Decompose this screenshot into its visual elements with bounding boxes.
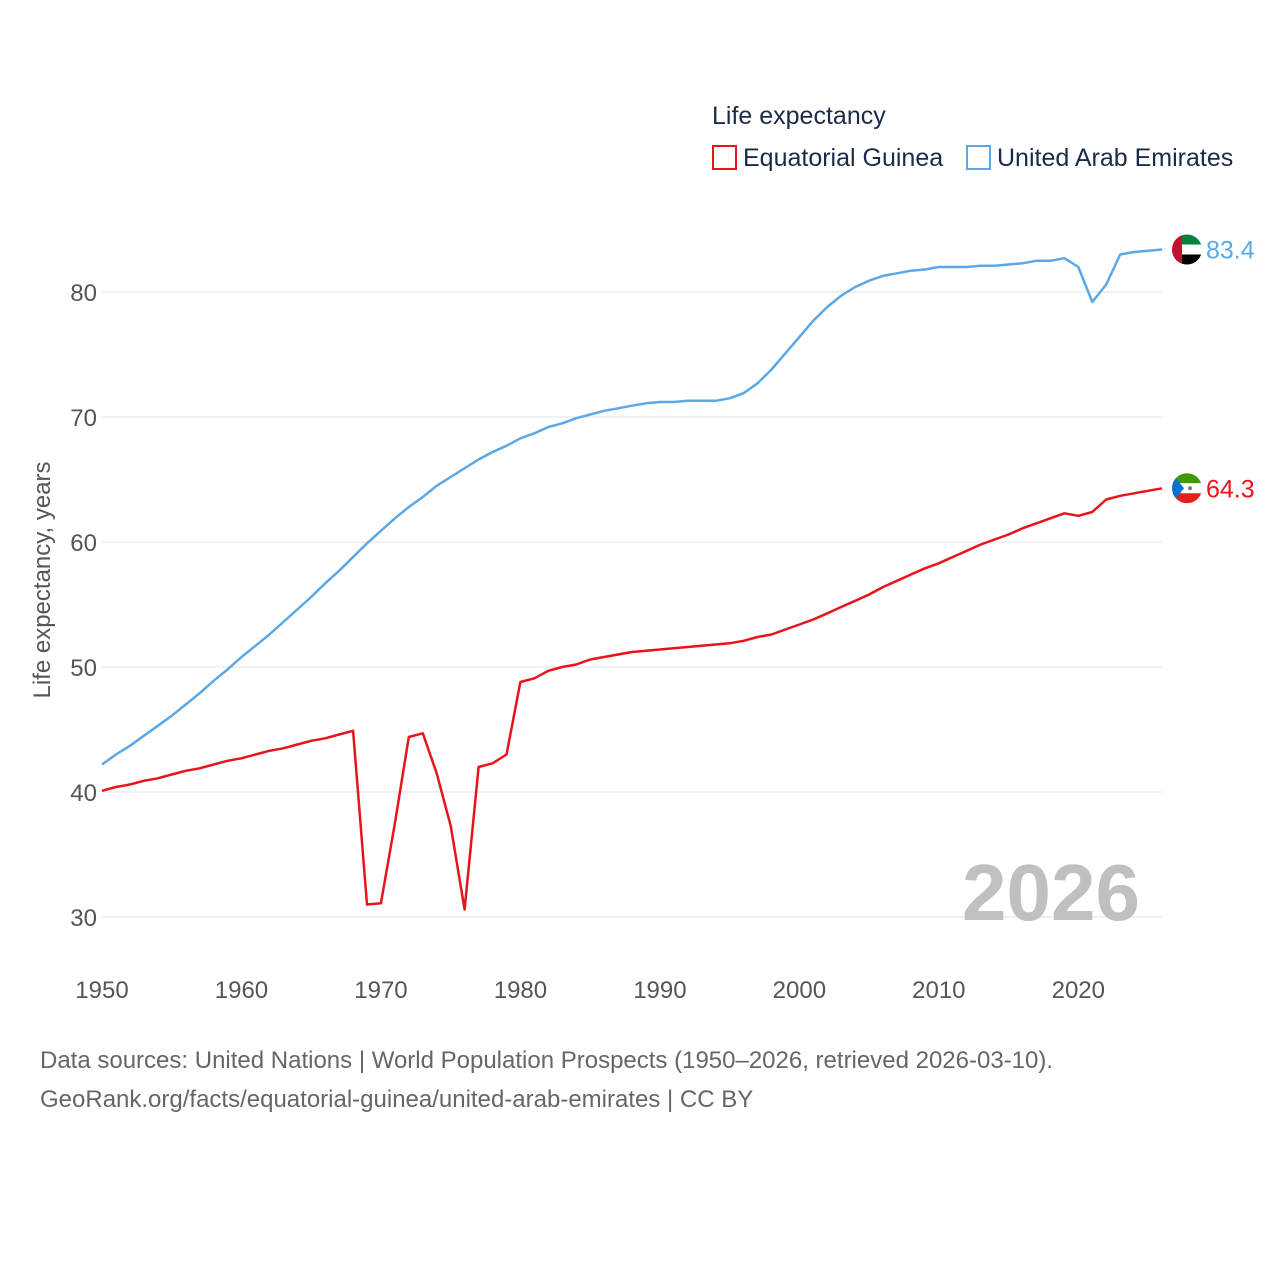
end-value-united-arab-emirates: 83.4 — [1206, 237, 1255, 265]
y-tick-label: 50 — [70, 655, 97, 682]
legend-swatch-equatorial-guinea — [712, 145, 737, 170]
x-tick-label: 1950 — [75, 977, 128, 1004]
footer-url[interactable]: GeoRank.org/facts/equatorial-guinea/unit… — [40, 1086, 754, 1113]
x-tick-labels: 1950 1960 1970 1980 1990 2000 2010 2020 — [75, 977, 1105, 1004]
x-tick-label: 2010 — [912, 977, 965, 1004]
x-tick-label: 2000 — [773, 977, 826, 1004]
series-lines — [101, 248, 1163, 911]
end-value-equatorial-guinea: 64.3 — [1206, 475, 1255, 503]
uae-flag-icon — [1172, 234, 1202, 265]
equatorial-guinea-flag-icon — [1172, 473, 1202, 504]
line-chart: 30 40 50 60 70 80 1950 1960 1970 1980 1990 2000 201… — [29, 102, 1255, 1004]
legend-label-equatorial-guinea: Equatorial Guinea — [743, 144, 943, 172]
y-axis-label: Life expectancy, years — [29, 461, 56, 698]
grid-lines — [102, 291, 1162, 918]
series-line-united-arab-emirates — [101, 248, 1163, 766]
y-tick-label: 80 — [70, 280, 97, 307]
legend-swatch-united-arab-emirates — [966, 145, 991, 170]
x-tick-label: 1990 — [633, 977, 686, 1004]
legend-label-united-arab-emirates: United Arab Emirates — [997, 144, 1233, 172]
x-tick-label: 1980 — [494, 977, 547, 1004]
y-tick-label: 60 — [70, 530, 97, 557]
year-watermark: 2026 — [962, 848, 1140, 937]
y-tick-labels: 30 40 50 60 70 80 — [70, 280, 97, 932]
footer-source: Data sources: United Nations | World Pop… — [40, 1047, 1054, 1074]
legend-item-equatorial-guinea[interactable]: Equatorial Guinea — [712, 144, 943, 172]
y-tick-label: 70 — [70, 405, 97, 432]
x-tick-label: 1960 — [215, 977, 268, 1004]
legend-title: Life expectancy — [712, 102, 886, 130]
y-tick-label: 30 — [70, 905, 97, 932]
x-tick-label: 2020 — [1052, 977, 1105, 1004]
y-tick-label: 40 — [70, 780, 97, 807]
x-tick-label: 1970 — [354, 977, 407, 1004]
legend-item-united-arab-emirates[interactable]: United Arab Emirates — [966, 144, 1233, 172]
series-line-equatorial-guinea — [101, 487, 1163, 911]
legend: Life expectancy Equatorial Guinea United… — [712, 102, 1233, 172]
